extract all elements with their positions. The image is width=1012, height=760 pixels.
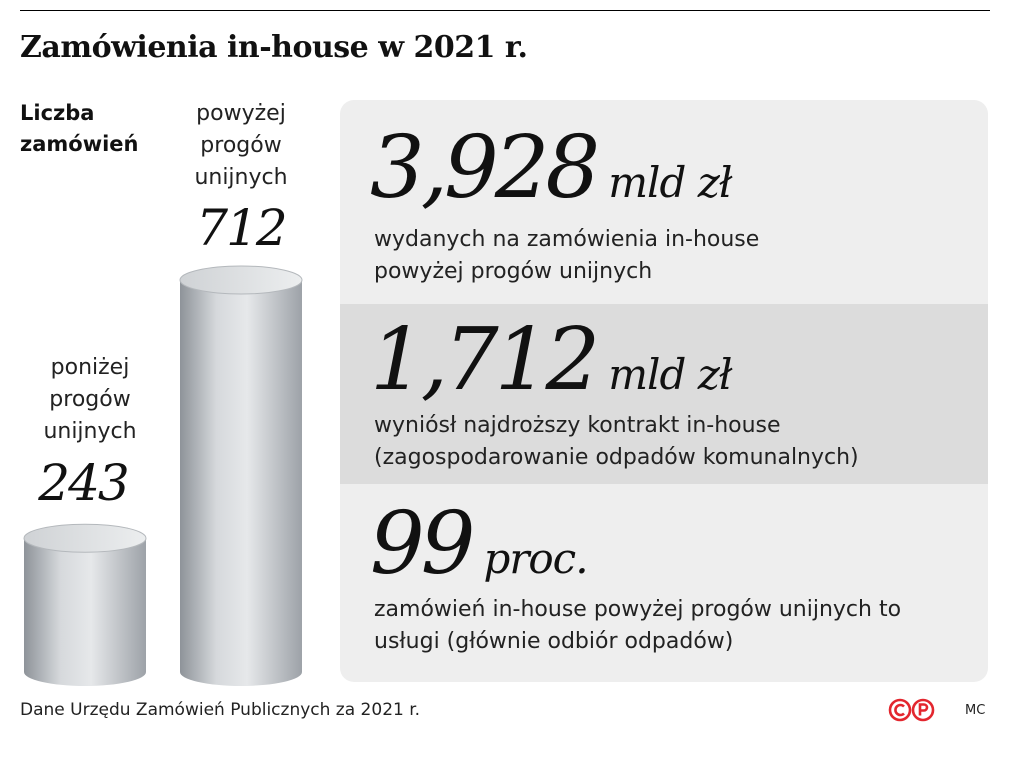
stat-description: wydanych na zamówienia in-house powyżej …: [374, 227, 760, 284]
stat-unit: mld zł: [608, 158, 732, 207]
bar-body: [180, 280, 302, 686]
top-rule: [20, 10, 990, 11]
y-axis-label: Liczba zamówień: [20, 101, 139, 156]
author-credit: MC: [965, 703, 986, 718]
source-note: Dane Urzędu Zamówień Publicznych za 2021…: [20, 700, 421, 720]
stat-headline: 3,928 mld zł: [370, 118, 732, 218]
stat-unit: proc.: [483, 534, 588, 583]
bar-top: [179, 265, 303, 295]
chart-title: Zamówienia in-house w 2021 r.: [20, 30, 528, 65]
category-label-above: powyżej progów unijnych: [194, 101, 288, 190]
stat-value: 3,928: [370, 118, 600, 218]
stat-block-services-share: 99 proc. zamówień in-house powyżej progów…: [340, 484, 988, 682]
stat-description: zamówień in-house powyżej progów unijnyc…: [374, 597, 902, 654]
stat-headline: 99 proc.: [370, 494, 589, 594]
bar-value-label-below: 243: [38, 454, 129, 512]
bar-0: [23, 523, 147, 686]
stat-headline: 1,712 mld zł: [370, 310, 732, 410]
bar-value-label-above: 712: [196, 199, 287, 257]
stat-block-total-spend: 3,928 mld zł wydanych na zamówienia in-ho…: [340, 100, 988, 304]
stat-value: 99: [370, 494, 475, 594]
bar-body: [24, 538, 146, 686]
stat-unit: mld zł: [608, 350, 732, 399]
stat-description: wyniósł najdroższy kontrakt in-house (za…: [374, 413, 859, 470]
category-label-below: poniżej progów unijnych: [43, 355, 137, 444]
publisher-logo-icon: [888, 698, 935, 722]
bar-1: [179, 265, 303, 686]
stat-value: 1,712: [370, 310, 600, 410]
stat-block-largest-contract: 1,712 mld zł wyniósł najdroższy kontrakt …: [340, 304, 988, 484]
bar-top: [23, 523, 147, 553]
bar-chart: [23, 265, 303, 686]
stats-panel: 3,928 mld zł wydanych na zamówienia in-ho…: [340, 100, 988, 682]
